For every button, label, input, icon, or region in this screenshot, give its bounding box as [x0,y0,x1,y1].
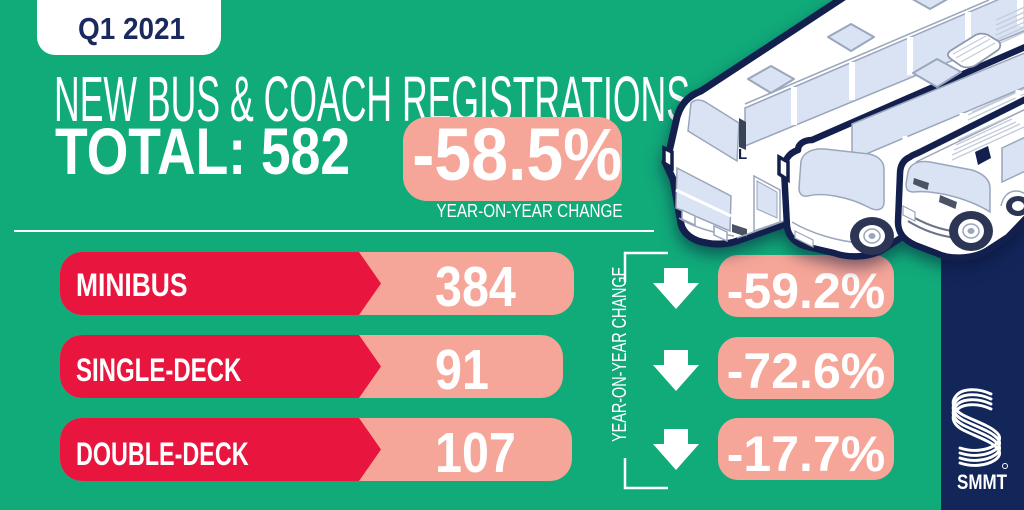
svg-text:L: L [738,146,747,163]
svg-text:SMMT: SMMT [957,471,1007,494]
